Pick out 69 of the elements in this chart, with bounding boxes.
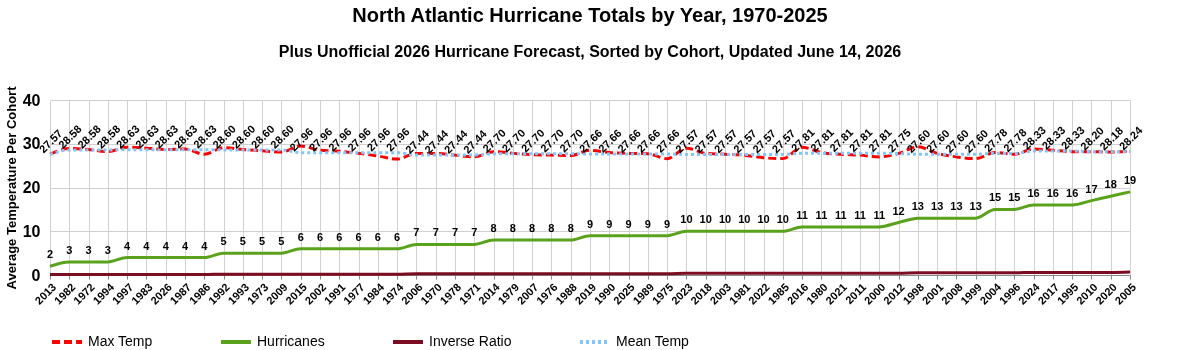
legend-label: Hurricanes — [257, 333, 325, 349]
y-tick-label: 20 — [22, 179, 41, 196]
data-label: 10 — [738, 213, 751, 226]
data-label: 5 — [239, 235, 246, 248]
data-label: 16 — [1046, 187, 1059, 199]
chart-title: North Atlantic Hurricane Totals by Year, 1970-2025 — [352, 4, 828, 26]
data-label: 6 — [316, 230, 324, 243]
data-label: 10 — [757, 213, 770, 226]
data-label: 6 — [355, 230, 362, 243]
data-label: 8 — [509, 222, 516, 234]
data-label: 8 — [548, 222, 555, 234]
data-label: 9 — [586, 217, 594, 230]
data-label: 4 — [162, 239, 170, 252]
data-label: 13 — [931, 200, 944, 213]
data-label: 4 — [181, 239, 189, 252]
data-label: 6 — [297, 230, 304, 243]
legend-label: Inverse Ratio — [429, 333, 512, 349]
data-label: 11 — [854, 208, 866, 221]
y-axis-title: Average Temperature Per Cohort — [3, 85, 19, 290]
y-tick-label: 40 — [22, 91, 41, 109]
y-tick-label: 30 — [22, 135, 41, 153]
data-label: 5 — [220, 235, 227, 248]
data-label: 7 — [451, 226, 459, 239]
data-label: 17 — [1085, 182, 1098, 195]
data-label: 19 — [1123, 173, 1137, 186]
data-label: 3 — [85, 243, 92, 256]
data-label: 4 — [143, 239, 151, 252]
data-label: 10 — [718, 213, 732, 226]
data-label: 5 — [278, 235, 285, 248]
data-label: 8 — [567, 222, 574, 234]
data-label: 3 — [66, 243, 73, 256]
data-label: 2 — [46, 248, 54, 261]
data-label: 7 — [471, 226, 478, 239]
data-label: 15 — [1008, 191, 1021, 204]
chart-subtitle: Plus Unofficial 2026 Hurricane Forecast, Sorted by Cohort, Updated June 14, 2026 — [278, 43, 902, 60]
data-label: 16 — [1066, 187, 1079, 199]
data-label: 6 — [336, 230, 343, 243]
data-label: 15 — [988, 191, 1002, 204]
data-label: 4 — [201, 239, 209, 252]
data-label: 6 — [394, 230, 401, 243]
legend-label: Mean Temp — [616, 333, 690, 349]
data-label: 11 — [796, 208, 808, 221]
data-label: 4 — [124, 239, 132, 252]
data-label: 5 — [259, 235, 266, 248]
data-label: 16 — [1027, 187, 1040, 199]
data-label: 7 — [413, 226, 420, 239]
data-label: 10 — [680, 213, 693, 226]
data-label: 10 — [776, 213, 789, 226]
data-label: 9 — [606, 217, 613, 230]
data-label: 7 — [432, 226, 439, 239]
data-label: 9 — [664, 217, 671, 230]
data-label: 18 — [1104, 178, 1117, 191]
data-label: 3 — [104, 243, 111, 256]
data-label: 9 — [644, 217, 651, 230]
data-label: 13 — [911, 200, 924, 213]
y-tick-label: 0 — [31, 266, 41, 284]
data-label: 11 — [815, 208, 828, 221]
data-label: 13 — [969, 200, 982, 213]
data-label: 6 — [374, 230, 381, 243]
y-tick-label: 10 — [22, 222, 41, 240]
legend-label: Max Temp — [88, 333, 153, 349]
data-label: 12 — [892, 204, 905, 217]
data-label: 13 — [950, 200, 963, 213]
data-label: 9 — [625, 217, 632, 230]
data-label: 8 — [529, 222, 536, 234]
data-label: 11 — [873, 208, 886, 221]
data-label: 11 — [834, 208, 847, 221]
data-label: 10 — [699, 213, 712, 226]
data-label: 8 — [490, 222, 497, 234]
